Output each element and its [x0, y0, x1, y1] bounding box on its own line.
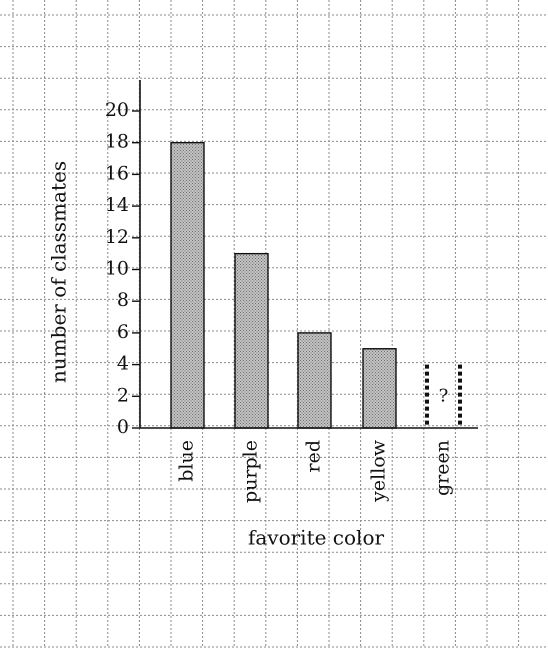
bar-red [297, 332, 332, 429]
bar-blue [170, 141, 205, 429]
bars [170, 141, 462, 429]
y-tick-label: 0 [117, 416, 129, 438]
axes [132, 80, 478, 429]
y-tick-label: 8 [117, 289, 129, 311]
x-category-label: purple [240, 440, 262, 503]
labels: 0 2 4 6 8 10 12 14 16 18 20 blue purple red yellow? gre… [105, 99, 454, 503]
bar-yellow [362, 348, 397, 429]
y-tick-label: 12 [105, 226, 129, 248]
y-axis-title: number of classmates [47, 161, 71, 383]
y-tick-label: 10 [105, 258, 129, 280]
x-category-label: yellow [368, 439, 390, 503]
y-tick-label: 20 [105, 99, 129, 121]
y-tick-label: 2 [117, 384, 129, 406]
bar-purple [234, 252, 269, 429]
x-axis-title: favorite color [248, 526, 385, 550]
y-tick-label: 16 [105, 162, 129, 184]
y-tick-label: 6 [117, 321, 129, 343]
unknown-value-label: ? [439, 385, 449, 406]
y-tick-label: 14 [105, 194, 129, 216]
x-category-label: red [303, 440, 325, 473]
y-tick-label: 18 [105, 131, 129, 153]
x-category-label: green [432, 440, 454, 496]
y-tick-label: 4 [117, 353, 129, 375]
x-category-label: blue [176, 440, 198, 482]
